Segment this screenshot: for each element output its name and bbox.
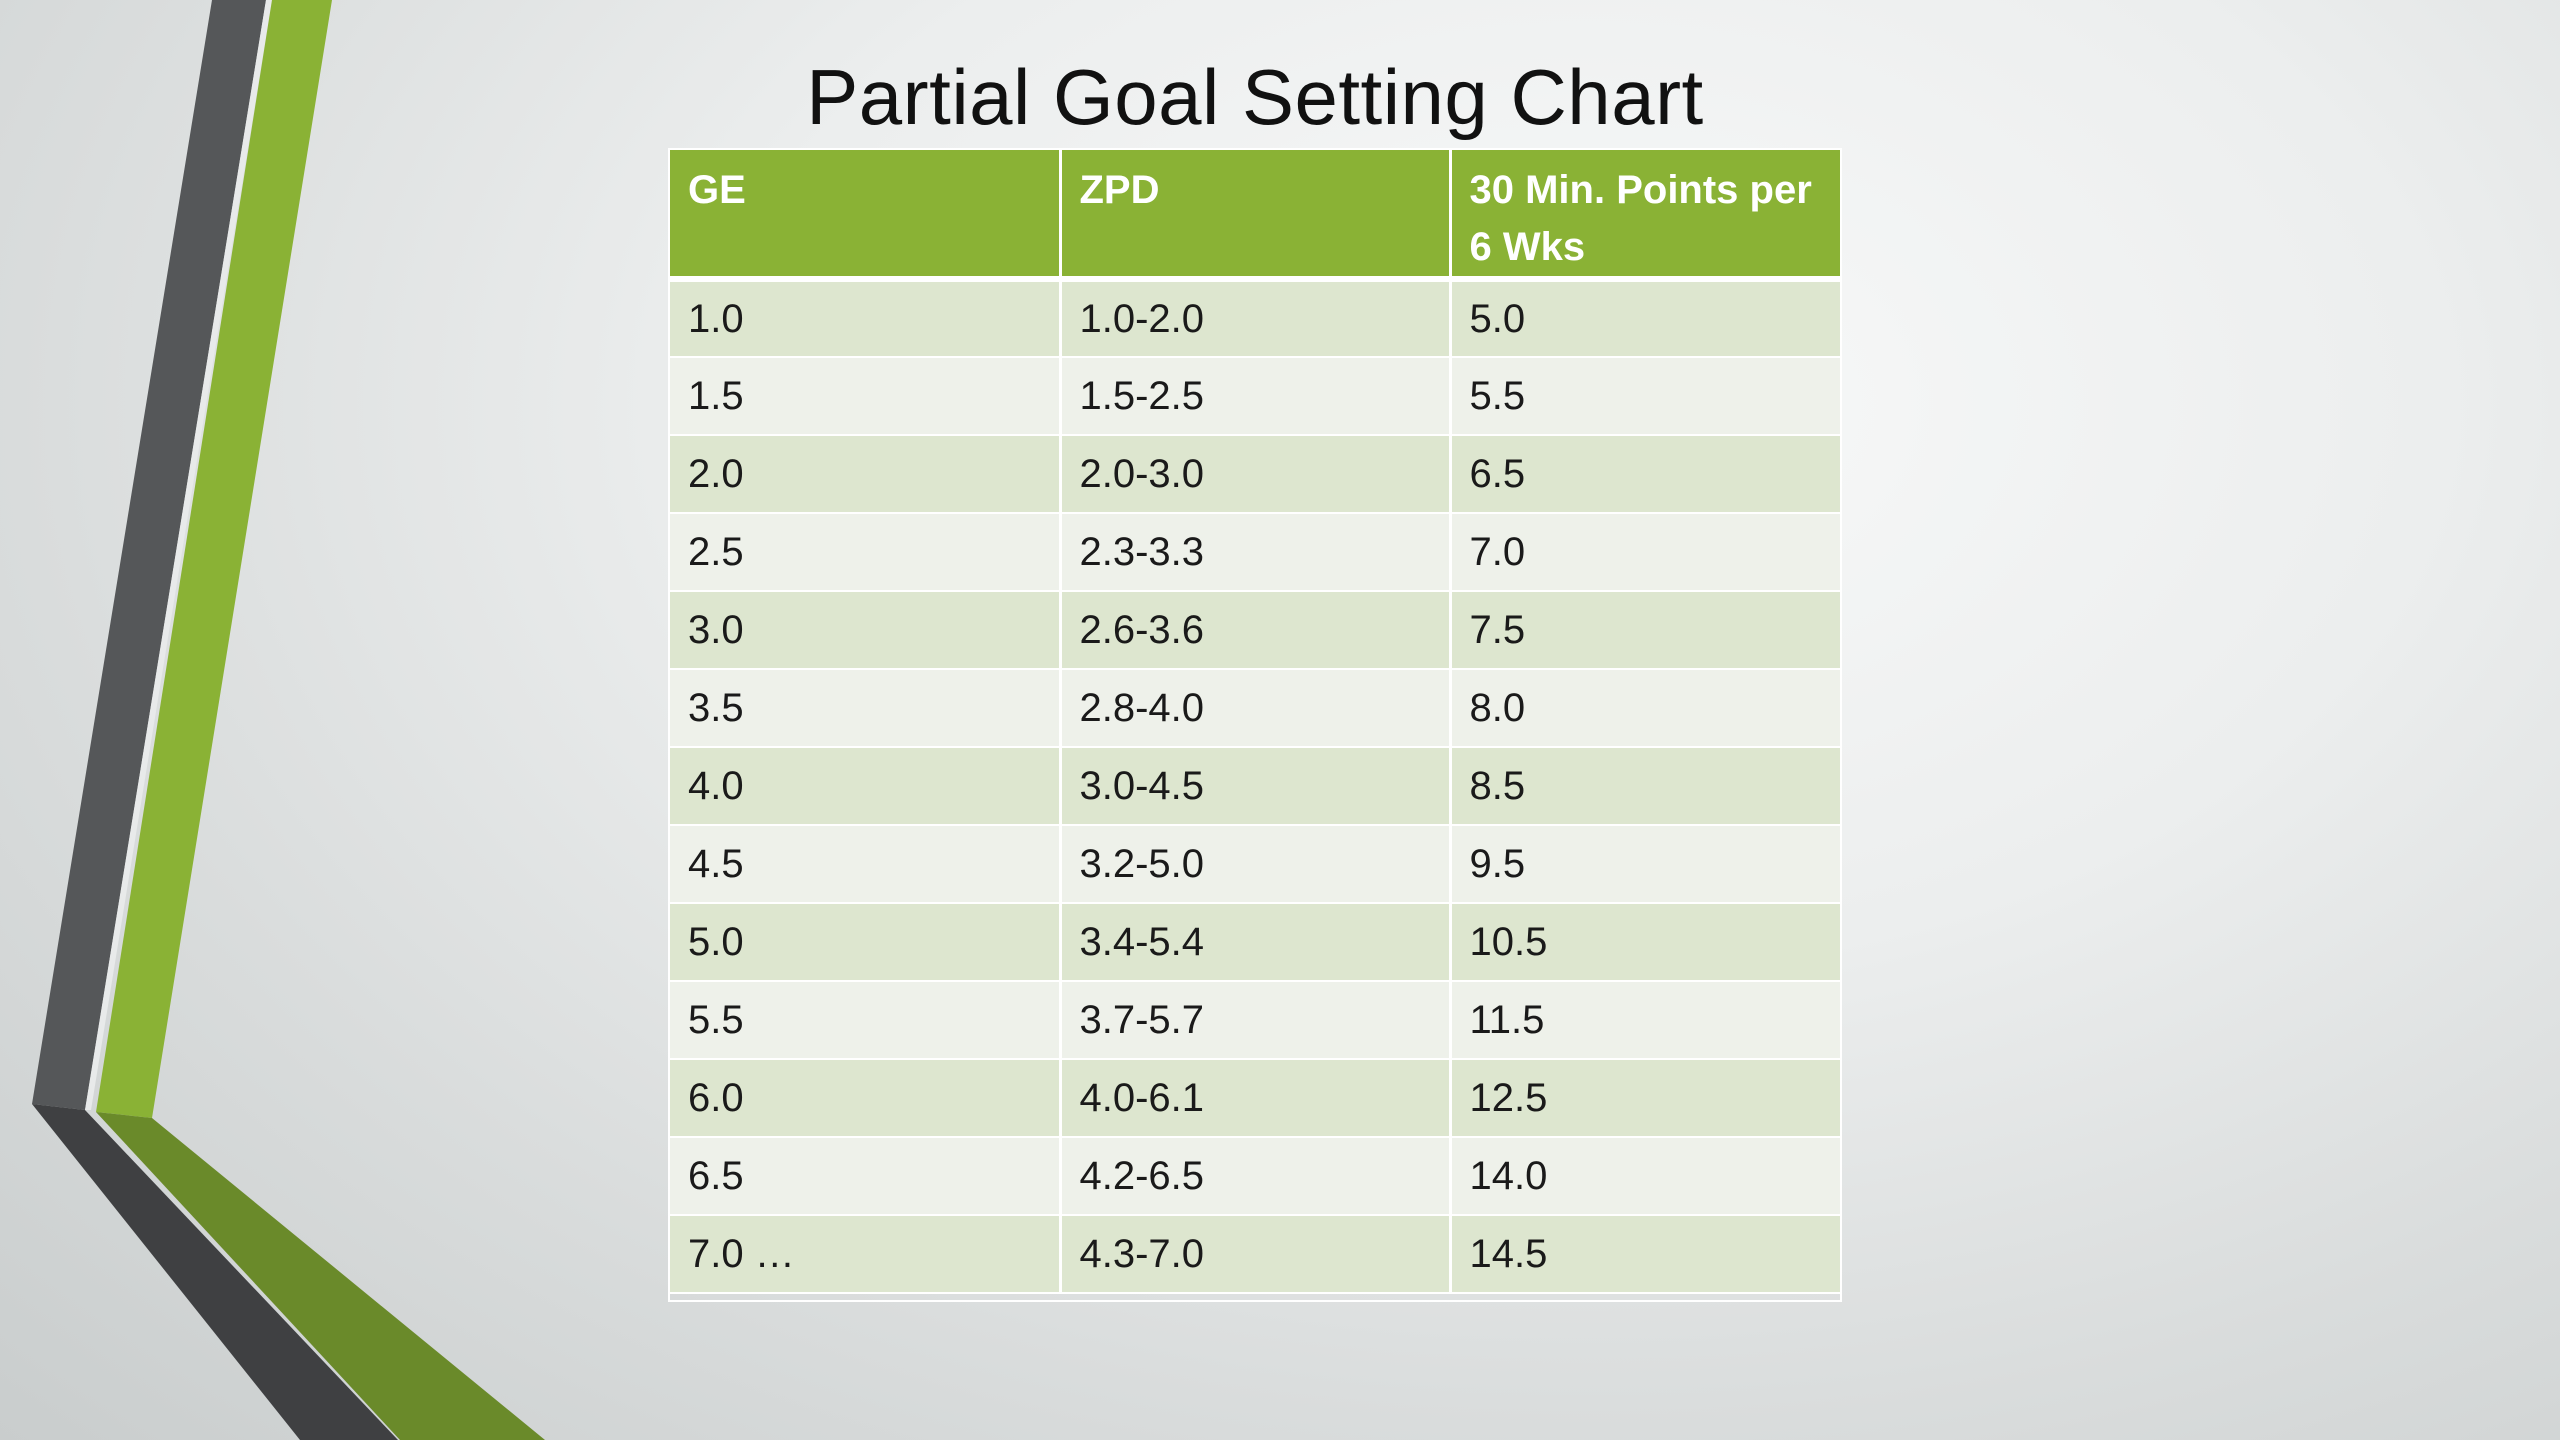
cell-zpd: 1.5-2.5 xyxy=(1060,357,1452,436)
cell-ge: 6.0 xyxy=(670,1059,1062,1138)
cell-zpd: 2.6-3.6 xyxy=(1060,591,1452,670)
cell-ge: 4.5 xyxy=(670,825,1062,904)
table-header-row: GE ZPD 30 Min. Points per 6 Wks xyxy=(670,150,1840,282)
cell-points: 10.5 xyxy=(1450,903,1840,982)
cell-points: 6.5 xyxy=(1450,435,1840,514)
decor-gray-stripe-upper xyxy=(32,0,266,1110)
cell-ge: 2.5 xyxy=(670,513,1062,592)
table-row: 5.5 3.7-5.7 11.5 xyxy=(670,981,1840,1060)
table-row: 7.0 … 4.3-7.0 14.5 xyxy=(670,1215,1840,1294)
cell-ge: 5.5 xyxy=(670,981,1062,1060)
cell-zpd: 4.2-6.5 xyxy=(1060,1137,1452,1216)
cell-points: 7.0 xyxy=(1450,513,1840,592)
table-row: 3.5 2.8-4.0 8.0 xyxy=(670,669,1840,748)
cell-points: 8.0 xyxy=(1450,669,1840,748)
cell-points: 12.5 xyxy=(1450,1059,1840,1138)
cell-zpd: 1.0-2.0 xyxy=(1060,279,1452,358)
cell-zpd: 3.2-5.0 xyxy=(1060,825,1452,904)
table-row: 2.5 2.3-3.3 7.0 xyxy=(670,513,1840,592)
cell-ge: 1.5 xyxy=(670,357,1062,436)
cell-ge: 4.0 xyxy=(670,747,1062,826)
decor-green-stripe-lower xyxy=(96,1112,545,1440)
header-points: 30 Min. Points per 6 Wks xyxy=(1450,150,1840,282)
cell-points: 5.5 xyxy=(1450,357,1840,436)
table-row: 5.0 3.4-5.4 10.5 xyxy=(670,903,1840,982)
table-row: 4.5 3.2-5.0 9.5 xyxy=(670,825,1840,904)
cell-points: 8.5 xyxy=(1450,747,1840,826)
cell-ge: 7.0 … xyxy=(670,1215,1062,1294)
slide-title: Partial Goal Setting Chart xyxy=(806,53,1704,141)
cell-ge: 2.0 xyxy=(670,435,1062,514)
cell-zpd: 3.4-5.4 xyxy=(1060,903,1452,982)
cell-points: 14.0 xyxy=(1450,1137,1840,1216)
table-row: 1.0 1.0-2.0 5.0 xyxy=(670,279,1840,358)
table-row: 4.0 3.0-4.5 8.5 xyxy=(670,747,1840,826)
cell-points: 9.5 xyxy=(1450,825,1840,904)
header-ge: GE xyxy=(670,150,1062,282)
cell-ge: 1.0 xyxy=(670,279,1062,358)
table-row: 6.0 4.0-6.1 12.5 xyxy=(670,1059,1840,1138)
header-zpd: ZPD xyxy=(1060,150,1452,282)
cell-zpd: 3.0-4.5 xyxy=(1060,747,1452,826)
cell-zpd: 4.3-7.0 xyxy=(1060,1215,1452,1294)
table-row: 6.5 4.2-6.5 14.0 xyxy=(670,1137,1840,1216)
cell-ge: 3.0 xyxy=(670,591,1062,670)
cell-zpd: 2.8-4.0 xyxy=(1060,669,1452,748)
cell-ge: 3.5 xyxy=(670,669,1062,748)
cell-ge: 6.5 xyxy=(670,1137,1062,1216)
cell-zpd: 2.3-3.3 xyxy=(1060,513,1452,592)
goal-setting-table: GE ZPD 30 Min. Points per 6 Wks 1.0 1.0-… xyxy=(670,150,1840,1294)
table-row: 2.0 2.0-3.0 6.5 xyxy=(670,435,1840,514)
cell-zpd: 3.7-5.7 xyxy=(1060,981,1452,1060)
cell-zpd: 4.0-6.1 xyxy=(1060,1059,1452,1138)
cell-points: 11.5 xyxy=(1450,981,1840,1060)
decor-gray-stripe-lower xyxy=(32,1104,398,1440)
table-row: 1.5 1.5-2.5 5.5 xyxy=(670,357,1840,436)
table-row: 3.0 2.6-3.6 7.5 xyxy=(670,591,1840,670)
cell-points: 7.5 xyxy=(1450,591,1840,670)
cell-points: 14.5 xyxy=(1450,1215,1840,1294)
decor-green-stripe-upper xyxy=(96,0,332,1118)
cell-ge: 5.0 xyxy=(670,903,1062,982)
cell-zpd: 2.0-3.0 xyxy=(1060,435,1452,514)
cell-points: 5.0 xyxy=(1450,279,1840,358)
decor-light-gap xyxy=(85,0,272,1110)
